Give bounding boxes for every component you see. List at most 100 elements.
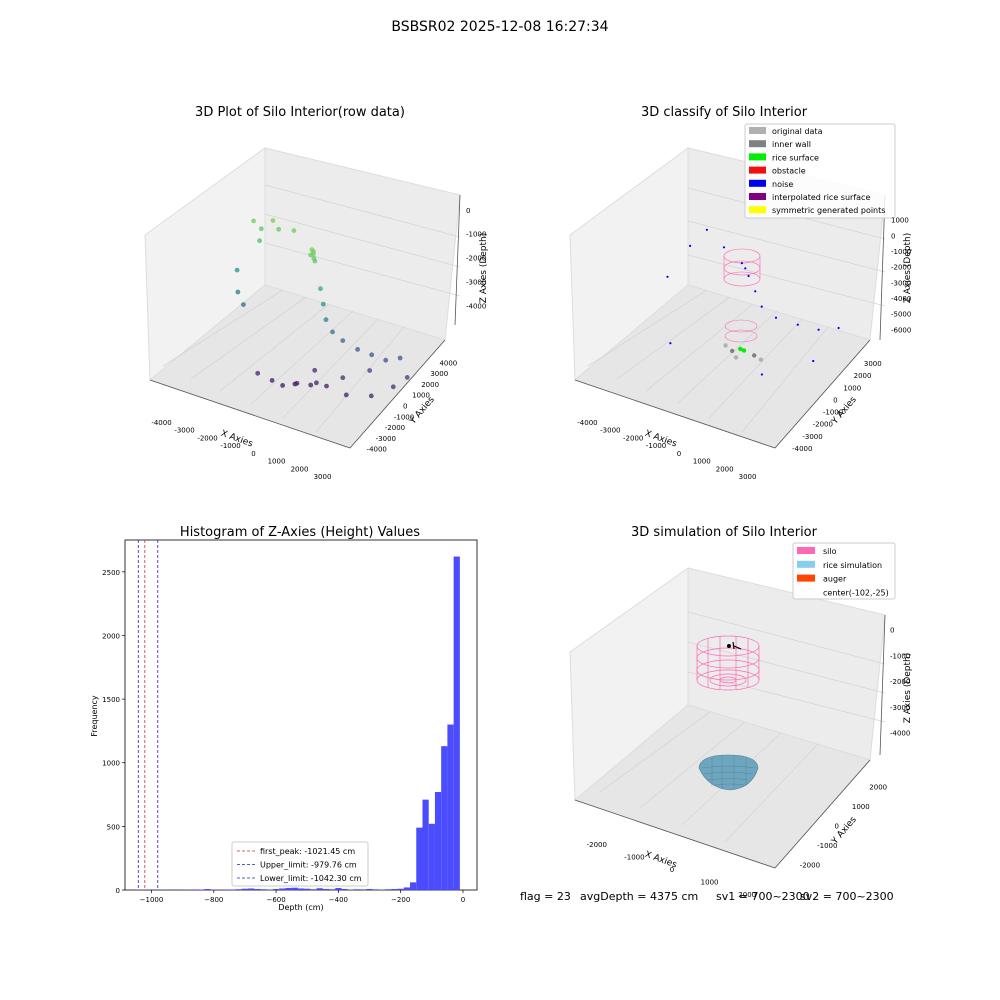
panel2-legend-swatch (749, 166, 766, 174)
panel3-bar (204, 888, 211, 890)
panel2-grid-line (616, 296, 731, 380)
panel4-grid (599, 611, 886, 843)
panel3-bar (266, 889, 273, 890)
panel3-x-tick-label: −600 (266, 896, 285, 904)
panel4-legend-label: silo (823, 547, 837, 556)
panel2-silo-wireframe (723, 248, 761, 343)
panel3-x-tick-label: −1000 (140, 896, 164, 904)
footer-sv2: sv2 = 700~2300 (800, 890, 894, 903)
footer-avg-depth: avgDepth = 4375 cm (580, 890, 698, 903)
panel3-y-ticks: 0 500 1000 1500 2000 2500 (102, 569, 125, 895)
panel2-point (733, 355, 739, 360)
panel3-y-tick-label: 2000 (102, 632, 120, 640)
panel2-point (837, 326, 840, 330)
panel2-x-ticks: -4000-3000-2000-1000 0 1000 2000 3000 (577, 419, 756, 481)
panel2-point (744, 267, 747, 270)
panel-raw-3d: 3D Plot of Silo Interior(row data) -4000… (144, 105, 489, 481)
panel2-point (741, 348, 747, 353)
panel1-x-tick-label: -1000 (220, 442, 240, 450)
panel2-grid-line (587, 289, 708, 367)
panel3-legend-items: first_peak: -1021.45 cm Upper_limit: -979… (237, 847, 362, 883)
panel2-y-tick-label: 1000 (843, 384, 861, 392)
panel4-legend-label: center(-102,-25) (823, 588, 889, 597)
panel4-y-ticks: -2000 -1000 0 1000 2000 (800, 784, 887, 870)
panel2-point (796, 323, 799, 326)
panel1-point (323, 317, 329, 323)
panel2-grid-line (741, 326, 829, 433)
panel2-legend-swatch (749, 153, 766, 161)
footer-sv1: sv1 = 700~2300 (716, 890, 810, 903)
panel1-y-tick-label: 0 (403, 403, 407, 411)
panel2-legend-swatch (749, 179, 766, 187)
panel1-point (269, 378, 275, 383)
panel3-bar (391, 888, 398, 890)
panel2-y-tick-label: 0 (833, 396, 837, 404)
panel3-bar (385, 889, 392, 890)
panel4-zlabel: Z Axies (Depth) (903, 653, 913, 724)
panel1-point (312, 367, 318, 373)
panel3-bar (341, 888, 348, 890)
panel3-bar (285, 887, 292, 890)
panel1-point (314, 380, 319, 386)
panel2-x-tick-label: -2000 (623, 434, 643, 442)
panel1-point (241, 302, 246, 307)
panel1-point (320, 301, 326, 307)
panel1-point (383, 357, 389, 363)
panel-classify-3d: 3D classify of Silo Interior (569, 105, 913, 481)
panel3-bar (272, 888, 280, 890)
panel2-z-tick-label: -4000 (891, 295, 911, 303)
panel3-y-tick-label: 1500 (102, 696, 120, 704)
panel1-grid-line (264, 184, 461, 238)
panel2-point (730, 348, 735, 354)
panel1-y-ticks: -4000 -3000 -2000 -1000 0 1000 2000 3000 4000 (367, 359, 458, 453)
panel2-y-axis-line (774, 339, 871, 449)
panel4-x-axis-line (574, 799, 776, 869)
panel2-point (740, 262, 744, 265)
panel2-y-ticks: -4000 -3000 -2000 -1000 0 1000 2000 3000 (792, 360, 882, 453)
panel4-legend-swatch (797, 547, 815, 554)
panel1-point (292, 381, 298, 387)
panel1-x-tick-label: -4000 (151, 419, 171, 427)
panel4-grid-line (687, 611, 886, 665)
panel4-grid-line (724, 743, 819, 843)
panel1-point (397, 355, 403, 361)
panel2-point (738, 346, 743, 352)
panel1-z-axis-line (454, 194, 461, 326)
panel3-legend-frame (231, 841, 369, 887)
panel4-x-tick-label: 2000 (738, 891, 756, 899)
panel4-y-tick-label: 0 (835, 823, 839, 831)
panel2-legend-label: rice surface (772, 153, 819, 162)
panel4-rice-simulation (698, 754, 759, 791)
panel1-z-tick-label: -3000 (466, 278, 486, 286)
panel2-legend-swatch (749, 193, 766, 200)
panel3-bar (397, 888, 404, 890)
panel3-legend: first_peak: -1021.45 cm Upper_limit: -979… (231, 841, 369, 887)
panel4-x-tick-label: 0 (670, 866, 674, 874)
panel2-z-ticks: -6000 -5000 -4000 -3000 -2000 -1000 0 1000 (891, 217, 911, 335)
panel3-y-tick-label: 2500 (102, 569, 120, 577)
panel3-bar (248, 888, 255, 890)
panel3-title: Histogram of Z-Axies (Height) Values (180, 525, 420, 540)
panel3-bar (322, 888, 330, 890)
panel4-y-tick-label: 1000 (852, 803, 870, 811)
panel2-legend-swatch (749, 127, 766, 134)
panel1-x-axis-line (149, 379, 351, 449)
panel2-point (669, 342, 672, 345)
panel3-bar (235, 889, 242, 890)
panel4-auger (727, 641, 742, 650)
panel4-y-tick-label: 2000 (869, 784, 887, 792)
panel2-title: 3D classify of Silo Interior (641, 105, 808, 120)
panel3-bar (260, 889, 267, 890)
panel1-point (330, 329, 335, 335)
panel1-point (308, 252, 313, 258)
panel2-silo-lower-ring (724, 319, 758, 333)
panel4-x-ticks: -2000 -1000 0 1000 2000 (587, 841, 756, 899)
panel3-bar (366, 888, 373, 890)
panel1-y-tick-label: -1000 (394, 413, 414, 421)
panel1-x-tick-label: 2000 (291, 465, 309, 473)
panel2-x-tick-label: -3000 (600, 427, 620, 435)
panel3-xlabel: Depth (cm) (278, 903, 323, 912)
panel1-z-tick-label: -1000 (466, 231, 486, 239)
panel2-x-tick-label: 2000 (716, 465, 734, 473)
